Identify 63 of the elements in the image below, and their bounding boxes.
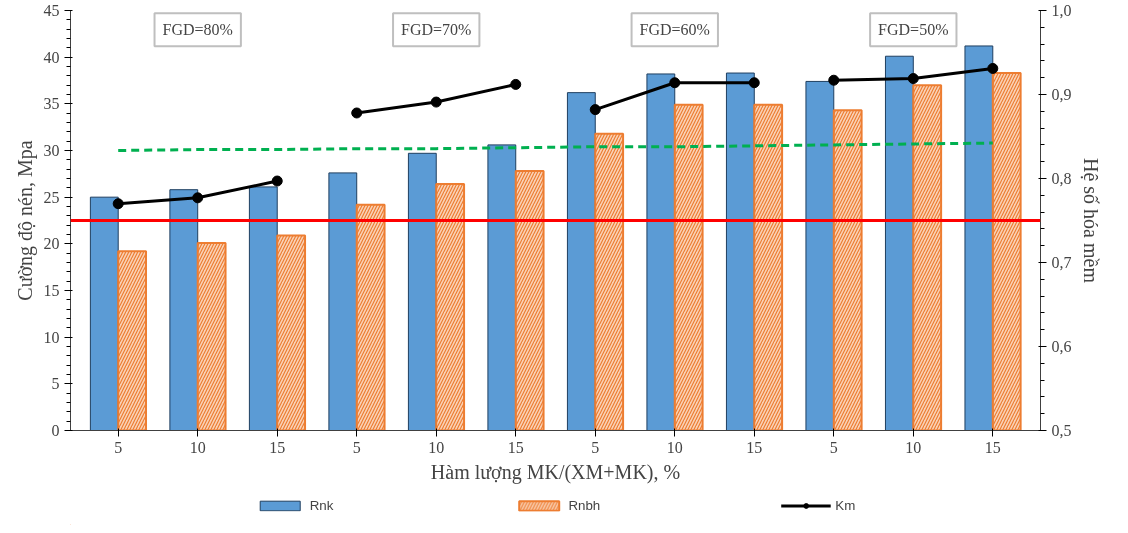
point (828, 74, 840, 86)
x-tick-label: 15 (507, 438, 524, 456)
y2-tick-label: 0,5 (1051, 422, 1072, 439)
y-tick-label: 30 (43, 142, 60, 159)
x-tick-label: 10 (428, 438, 445, 456)
point (430, 96, 442, 108)
y-axis-title: Cường độ nén, Mpa (13, 140, 37, 301)
legend-label: Rnk (309, 497, 334, 513)
bar (487, 144, 517, 431)
point (669, 77, 681, 89)
y-tick-label: 10 (43, 328, 60, 346)
x-tick-label: 10 (666, 438, 683, 456)
annotation: FGD=60% (639, 21, 710, 39)
y-tick-label: 25 (43, 188, 60, 206)
bar (725, 72, 755, 431)
point (589, 104, 601, 116)
point (987, 62, 999, 74)
y2-tick-label: 0,8 (1051, 170, 1072, 187)
point (271, 175, 283, 187)
y2-axis-title: Hệ số hóa mềm (1079, 158, 1102, 284)
y-tick-label: 15 (43, 282, 60, 299)
bar (964, 45, 994, 431)
bar (248, 186, 278, 431)
y2-tick-label: 0,9 (1051, 86, 1072, 103)
x-tick-label: 15 (984, 438, 1001, 456)
annotation: FGD=50% (878, 21, 949, 39)
point (112, 198, 124, 210)
x-tick-label: 5 (114, 438, 123, 456)
y2-tick-label: 0,7 (1051, 254, 1072, 271)
bar (646, 73, 676, 431)
bar (169, 189, 199, 431)
point (907, 73, 919, 85)
point (510, 78, 522, 90)
y-tick-label: 45 (43, 2, 60, 19)
y-tick-label: 40 (43, 48, 60, 66)
x-tick-label: 15 (269, 438, 286, 456)
point (748, 77, 760, 89)
x-axis-title: Hàm lượng MK/(XM+MK), % (430, 460, 681, 484)
x-tick-label: 5 (352, 438, 361, 456)
y-tick-label: 0 (51, 422, 60, 439)
line-series (116, 141, 995, 152)
bar (566, 92, 596, 431)
y-tick-label: 5 (51, 375, 60, 393)
bar (884, 55, 914, 431)
x-tick-label: 5 (829, 438, 838, 456)
annotation: FGD=70% (401, 21, 472, 39)
x-tick-label: 10 (905, 438, 922, 456)
y2-tick-label: 1,0 (1051, 2, 1072, 19)
legend-label: Km (835, 497, 856, 513)
legend-label: Rnbh (568, 497, 601, 513)
bar (89, 196, 119, 431)
bar (328, 172, 358, 431)
bar (805, 80, 835, 431)
x-tick-label: 10 (189, 438, 206, 456)
point (192, 192, 204, 204)
x-tick-label: 5 (591, 438, 600, 456)
bar (407, 152, 437, 431)
y2-tick-label: 0,6 (1051, 338, 1072, 355)
y-tick-label: 20 (43, 235, 60, 253)
y-tick-label: 35 (43, 95, 60, 113)
annotation: FGD=80% (162, 21, 233, 39)
point (351, 107, 363, 119)
x-tick-label: 15 (746, 438, 763, 456)
